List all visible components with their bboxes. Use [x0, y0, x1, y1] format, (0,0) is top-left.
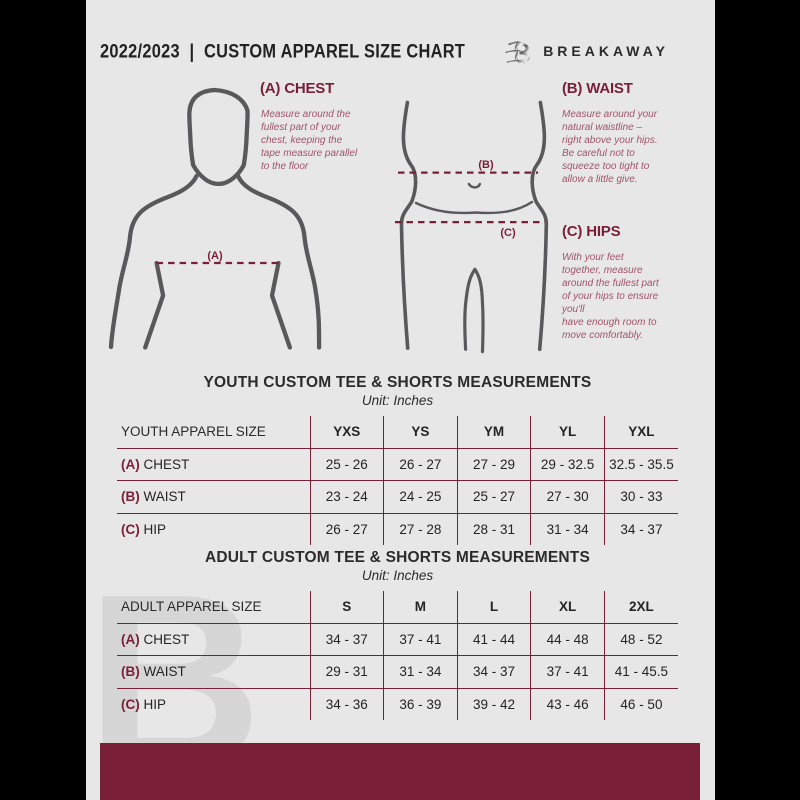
- svg-text:(B): (B): [478, 159, 494, 171]
- svg-text:(C): (C): [500, 227, 516, 239]
